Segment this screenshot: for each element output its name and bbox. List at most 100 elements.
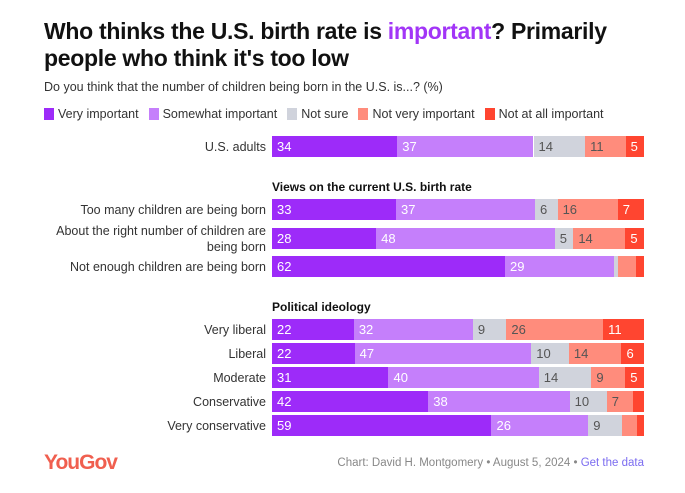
bar-segment [606, 391, 633, 412]
bar-segment [617, 256, 637, 277]
data-label: 32 [358, 322, 374, 337]
bar-segment [272, 415, 492, 436]
bar-segment [396, 199, 536, 220]
data-label: 7 [622, 202, 630, 217]
row-label: About the right number of children are b… [56, 223, 266, 254]
bar-segment [557, 199, 618, 220]
bar-segment [272, 343, 355, 364]
bar-segment [535, 199, 558, 220]
row-label: Very liberal [204, 322, 266, 337]
data-label: 37 [402, 139, 417, 154]
group-heading: Political ideology [272, 300, 371, 314]
bar-segment [554, 228, 574, 249]
bar-segment [636, 256, 644, 277]
bar-segment [569, 391, 607, 412]
data-label: 26 [511, 322, 526, 337]
legend: Very important Somewhat important Not sure… [44, 107, 604, 121]
legend-item: Somewhat important [148, 107, 278, 121]
data-label: 7 [611, 394, 620, 409]
bar-segment [272, 136, 398, 157]
legend-item: Not at all important [484, 107, 604, 121]
row-label: Not enough children are being born [70, 259, 266, 274]
bar-segment [568, 343, 622, 364]
bar-segment [621, 343, 644, 364]
bar-segment [353, 319, 473, 340]
bar-segment [588, 415, 622, 436]
data-label: 9 [477, 322, 486, 337]
data-label: 34 [277, 139, 292, 154]
legend-label: Not very important [372, 107, 475, 121]
bar-segment [506, 319, 604, 340]
bar-segment [531, 343, 569, 364]
row-label: Very conservative [167, 418, 266, 433]
legend-label: Somewhat important [162, 107, 278, 121]
row-label: Conservative [193, 394, 266, 409]
data-label: 11 [608, 322, 622, 337]
legend-item: Not very important [358, 107, 475, 121]
bar-segment [538, 367, 592, 388]
data-label: 14 [538, 139, 553, 154]
chart-subtitle: Do you think that the number of children… [44, 80, 443, 94]
bar-segment [397, 136, 534, 157]
data-label: 59 [277, 418, 292, 433]
bar-segment [625, 136, 644, 157]
bar-segment [491, 415, 589, 436]
legend-item: Not sure [287, 107, 348, 121]
bar-segment [272, 199, 396, 220]
bar-segment [585, 136, 626, 157]
data-label: 22 [277, 322, 292, 337]
bar-segment [632, 391, 644, 412]
bar-segment [472, 319, 507, 340]
bar-segment [272, 319, 354, 340]
bar-segment [617, 199, 644, 220]
data-label: 26 [496, 418, 511, 433]
data-label: 11 [590, 139, 604, 154]
data-label: 5 [630, 139, 638, 154]
chart-credit: Chart: David H. Montgomery • August 5, 2… [337, 457, 644, 469]
legend-swatch [148, 108, 159, 120]
bar-segment [636, 415, 644, 436]
bar-segment [504, 256, 614, 277]
data-label: 9 [593, 418, 601, 433]
legend-swatch [287, 108, 298, 120]
bar-segment [354, 343, 532, 364]
bar-segment [533, 136, 586, 157]
legend-label: Not at all important [498, 107, 604, 121]
yougov-logo: YouGov [44, 451, 118, 474]
data-label: 14 [573, 346, 589, 361]
legend-swatch [44, 108, 54, 120]
data-label: 33 [277, 202, 292, 217]
group-heading: Views on the current U.S. birth rate [272, 180, 472, 194]
row-label: Too many children are being born [80, 202, 266, 217]
bar-segment [428, 391, 570, 412]
row-label: U.S. adults [204, 139, 266, 154]
legend-item: Very important [44, 107, 139, 121]
bar-segment [388, 367, 539, 388]
get-data-link[interactable]: Get the data [580, 457, 644, 469]
data-label: 14 [578, 231, 593, 246]
bar-segment [613, 256, 618, 277]
bar-segment [591, 367, 626, 388]
row-label: Moderate [213, 370, 266, 385]
bar-segment [272, 228, 377, 249]
data-label: 37 [401, 202, 416, 217]
row-label: Liberal [228, 346, 266, 361]
legend-label: Very important [58, 107, 139, 121]
data-label: 47 [359, 346, 375, 361]
data-label: 28 [277, 231, 292, 246]
data-label: 40 [393, 370, 408, 385]
data-label: 29 [509, 259, 525, 274]
legend-swatch [358, 108, 369, 120]
legend-label: Not sure [301, 107, 349, 121]
data-label: 14 [543, 370, 559, 385]
data-label: 10 [574, 394, 590, 409]
data-label: 38 [433, 394, 448, 409]
data-label: 22 [277, 346, 292, 361]
bar-segment [272, 391, 429, 412]
data-label: 5 [559, 231, 567, 246]
title-text: Who thinks the U.S. birth rate is [44, 18, 388, 44]
data-label: 48 [381, 231, 396, 246]
data-label: 6 [626, 346, 634, 361]
bar-segment [625, 228, 644, 249]
data-label: 42 [277, 394, 292, 409]
